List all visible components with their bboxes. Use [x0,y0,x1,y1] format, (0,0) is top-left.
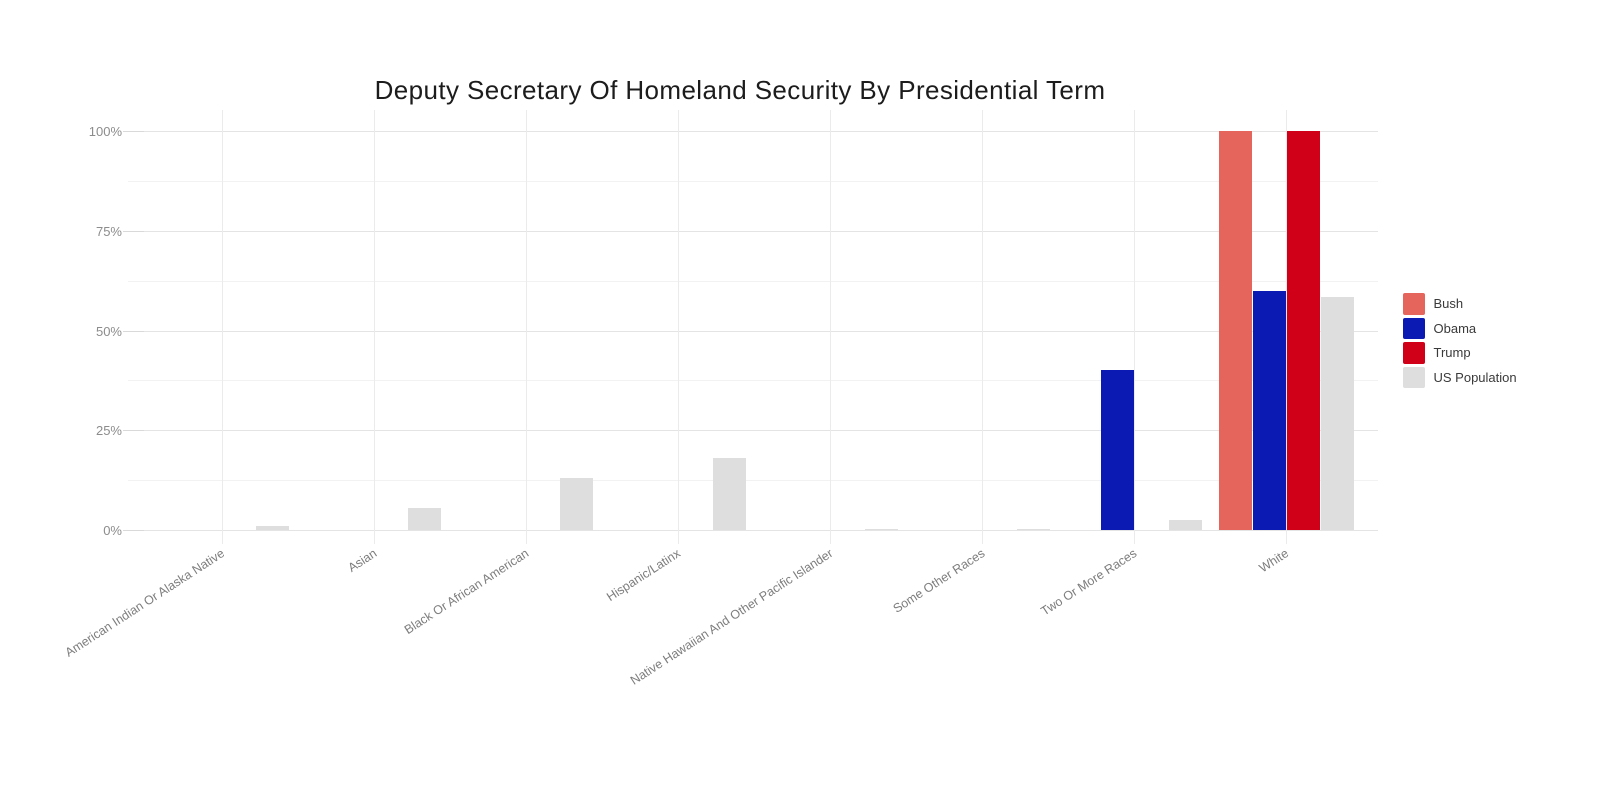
minor-gridline [128,180,1378,182]
bar-us-population-native-hawaiian-and-other-pacific-islander[interactable] [864,529,898,530]
y-tick-label-50: 50% [95,323,122,339]
x-tick-label-white: White [1257,546,1292,576]
category-gridline-asian [373,110,375,544]
legend-label-trump: Trump [1433,345,1471,361]
bar-us-population-american-indian-or-alaska-native[interactable] [256,526,290,530]
y-tick-label-25: 25% [95,423,122,439]
major-gridline [128,230,1378,232]
x-tick-label-black-or-african-american: Black Or African American [401,546,531,637]
minor-gridline [128,480,1378,482]
legend-item-bush[interactable]: Bush [1403,293,1517,315]
x-tick-label-two-or-more-races: Two Or More Races [1038,546,1140,619]
bar-us-population-black-or-african-american[interactable] [560,478,594,530]
chart-title: Deputy Secretary Of Homeland Security By… [374,75,1106,105]
bar-us-population-asian[interactable] [408,508,442,530]
y-tick-mark [123,530,144,531]
y-tick-mark [123,330,144,332]
major-gridline [128,530,1378,531]
y-tick-mark [123,230,144,232]
category-gridline-american-indian-or-alaska-native [221,110,223,544]
bar-us-population-two-or-more-races[interactable] [1168,520,1202,530]
bar-us-population-some-other-races[interactable] [1016,528,1050,530]
bar-trump-white[interactable] [1286,131,1320,530]
major-gridline [128,330,1378,332]
y-tick-mark [123,131,144,132]
y-tick-label-75: 75% [95,223,122,239]
legend-item-us-population[interactable]: US Population [1403,366,1517,388]
category-gridline-some-other-races [982,110,984,544]
bar-us-population-white[interactable] [1320,296,1354,530]
legend-swatch-us-population [1403,366,1425,388]
category-gridline-two-or-more-races [1134,110,1136,544]
minor-gridline [128,380,1378,382]
y-tick-label-100: 100% [88,124,122,139]
category-gridline-hispanic-latinx [678,110,679,544]
bar-obama-white[interactable] [1252,290,1286,530]
bar-obama-two-or-more-races[interactable] [1100,370,1134,530]
y-tick-mark [123,430,144,432]
legend-swatch-bush [1403,293,1425,315]
x-tick-label-hispanic-latinx: Hispanic/Latinx [604,546,684,605]
x-tick-label-american-indian-or-alaska-native: American Indian Or Alaska Native [62,546,227,660]
legend-item-obama[interactable]: Obama [1403,317,1517,339]
x-tick-label-some-other-races: Some Other Races [890,546,988,616]
bar-bush-white[interactable] [1218,131,1252,530]
legend-label-us-population: US Population [1433,369,1517,385]
legend-swatch-obama [1403,317,1425,339]
legend-swatch-trump [1403,342,1425,364]
legend-label-bush: Bush [1433,296,1464,312]
major-gridline [128,131,1378,132]
legend-item-trump[interactable]: Trump [1403,342,1517,364]
minor-gridline [128,280,1378,282]
x-tick-label-asian: Asian [345,546,379,575]
legend: Bush Obama Trump US Population [1403,293,1517,391]
legend-label-obama: Obama [1433,320,1477,336]
y-tick-label-0: 0% [103,523,122,538]
bar-us-population-hispanic-latinx[interactable] [712,458,746,530]
category-gridline-black-or-african-american [525,110,527,544]
category-gridline-native-hawaiian-and-other-pacific-islander [830,110,832,544]
major-gridline [128,430,1378,432]
